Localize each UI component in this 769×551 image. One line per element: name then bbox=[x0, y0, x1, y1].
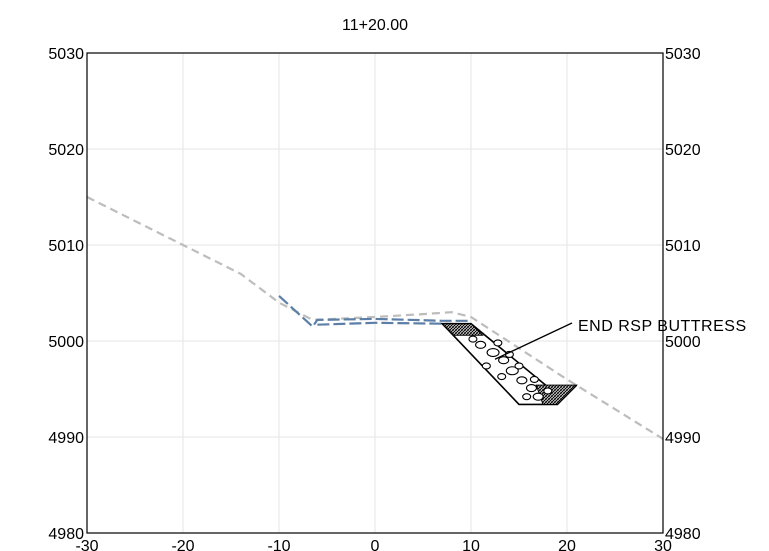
annotation-leader-line bbox=[494, 322, 573, 360]
riprap-rock bbox=[532, 392, 544, 401]
y-tick-label-left: 4980 bbox=[48, 526, 84, 543]
x-tick-label: 20 bbox=[558, 538, 576, 551]
y-axis-right-ticks: 5030 5020 5010 5000 4990 4980 bbox=[665, 46, 701, 543]
riprap-rock bbox=[505, 366, 519, 376]
x-tick-label: -10 bbox=[267, 538, 290, 551]
riprap-rock bbox=[522, 393, 532, 401]
riprap-rock bbox=[514, 362, 524, 370]
y-axis-left-ticks: 5030 5020 5010 5000 4990 4980 bbox=[48, 46, 84, 543]
riprap-rock bbox=[481, 362, 491, 370]
riprap-buttress bbox=[440, 322, 578, 406]
y-tick-label-right: 5020 bbox=[665, 142, 701, 159]
riprap-rock bbox=[498, 356, 510, 365]
proposed-grade-line bbox=[278, 295, 471, 328]
grid-lines bbox=[87, 53, 663, 533]
annotation-label: END RSP BUTTRESS bbox=[578, 318, 747, 335]
riprap-rock bbox=[468, 335, 478, 343]
x-tick-label: 30 bbox=[654, 538, 672, 551]
x-tick-label: 0 bbox=[371, 538, 380, 551]
x-tick-label: 10 bbox=[462, 538, 480, 551]
y-tick-label-right: 5010 bbox=[665, 238, 701, 255]
riprap-rock bbox=[529, 375, 539, 383]
y-tick-label-right: 5030 bbox=[665, 46, 701, 63]
riprap-rock bbox=[475, 340, 487, 349]
riprap-rock bbox=[486, 347, 500, 358]
y-tick-label-left: 5000 bbox=[48, 334, 84, 351]
x-tick-label: -20 bbox=[171, 538, 194, 551]
riprap-rock bbox=[543, 387, 553, 395]
riprap-rock bbox=[525, 383, 538, 393]
plot-frame bbox=[86, 52, 664, 534]
y-tick-label-left: 5010 bbox=[48, 238, 84, 255]
x-axis-ticks: -30 -20 -10 0 10 20 30 bbox=[75, 538, 672, 551]
y-tick-label-left: 5030 bbox=[48, 46, 84, 63]
existing-ground-line bbox=[87, 196, 663, 440]
y-tick-label-right: 5000 bbox=[665, 334, 701, 351]
riprap-rock bbox=[516, 376, 528, 385]
filter-layer-top bbox=[440, 323, 484, 336]
riprap-rock bbox=[497, 372, 507, 381]
y-tick-label-right: 4990 bbox=[665, 430, 701, 447]
y-tick-label-left: 4990 bbox=[48, 430, 84, 447]
riprap-rock bbox=[493, 339, 503, 347]
y-tick-label-right: 4980 bbox=[665, 526, 701, 543]
y-tick-label-left: 5020 bbox=[48, 142, 84, 159]
chart-title: 11+20.00 bbox=[342, 17, 408, 34]
x-tick-label: -30 bbox=[75, 538, 98, 551]
